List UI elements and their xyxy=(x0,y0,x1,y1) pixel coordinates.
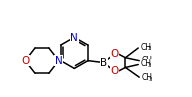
Text: O: O xyxy=(110,49,119,59)
Text: 3: 3 xyxy=(149,77,152,82)
Text: B: B xyxy=(100,58,107,68)
Text: 3: 3 xyxy=(149,60,152,65)
Text: CH: CH xyxy=(141,56,152,65)
Text: 3: 3 xyxy=(148,46,151,52)
Text: CH: CH xyxy=(141,73,152,82)
Text: CH: CH xyxy=(140,59,151,68)
Text: N: N xyxy=(70,33,78,43)
Text: CH: CH xyxy=(140,43,151,52)
Text: O: O xyxy=(21,56,29,66)
Text: O: O xyxy=(110,66,119,76)
Text: N: N xyxy=(55,56,63,66)
Text: 3: 3 xyxy=(148,63,151,68)
